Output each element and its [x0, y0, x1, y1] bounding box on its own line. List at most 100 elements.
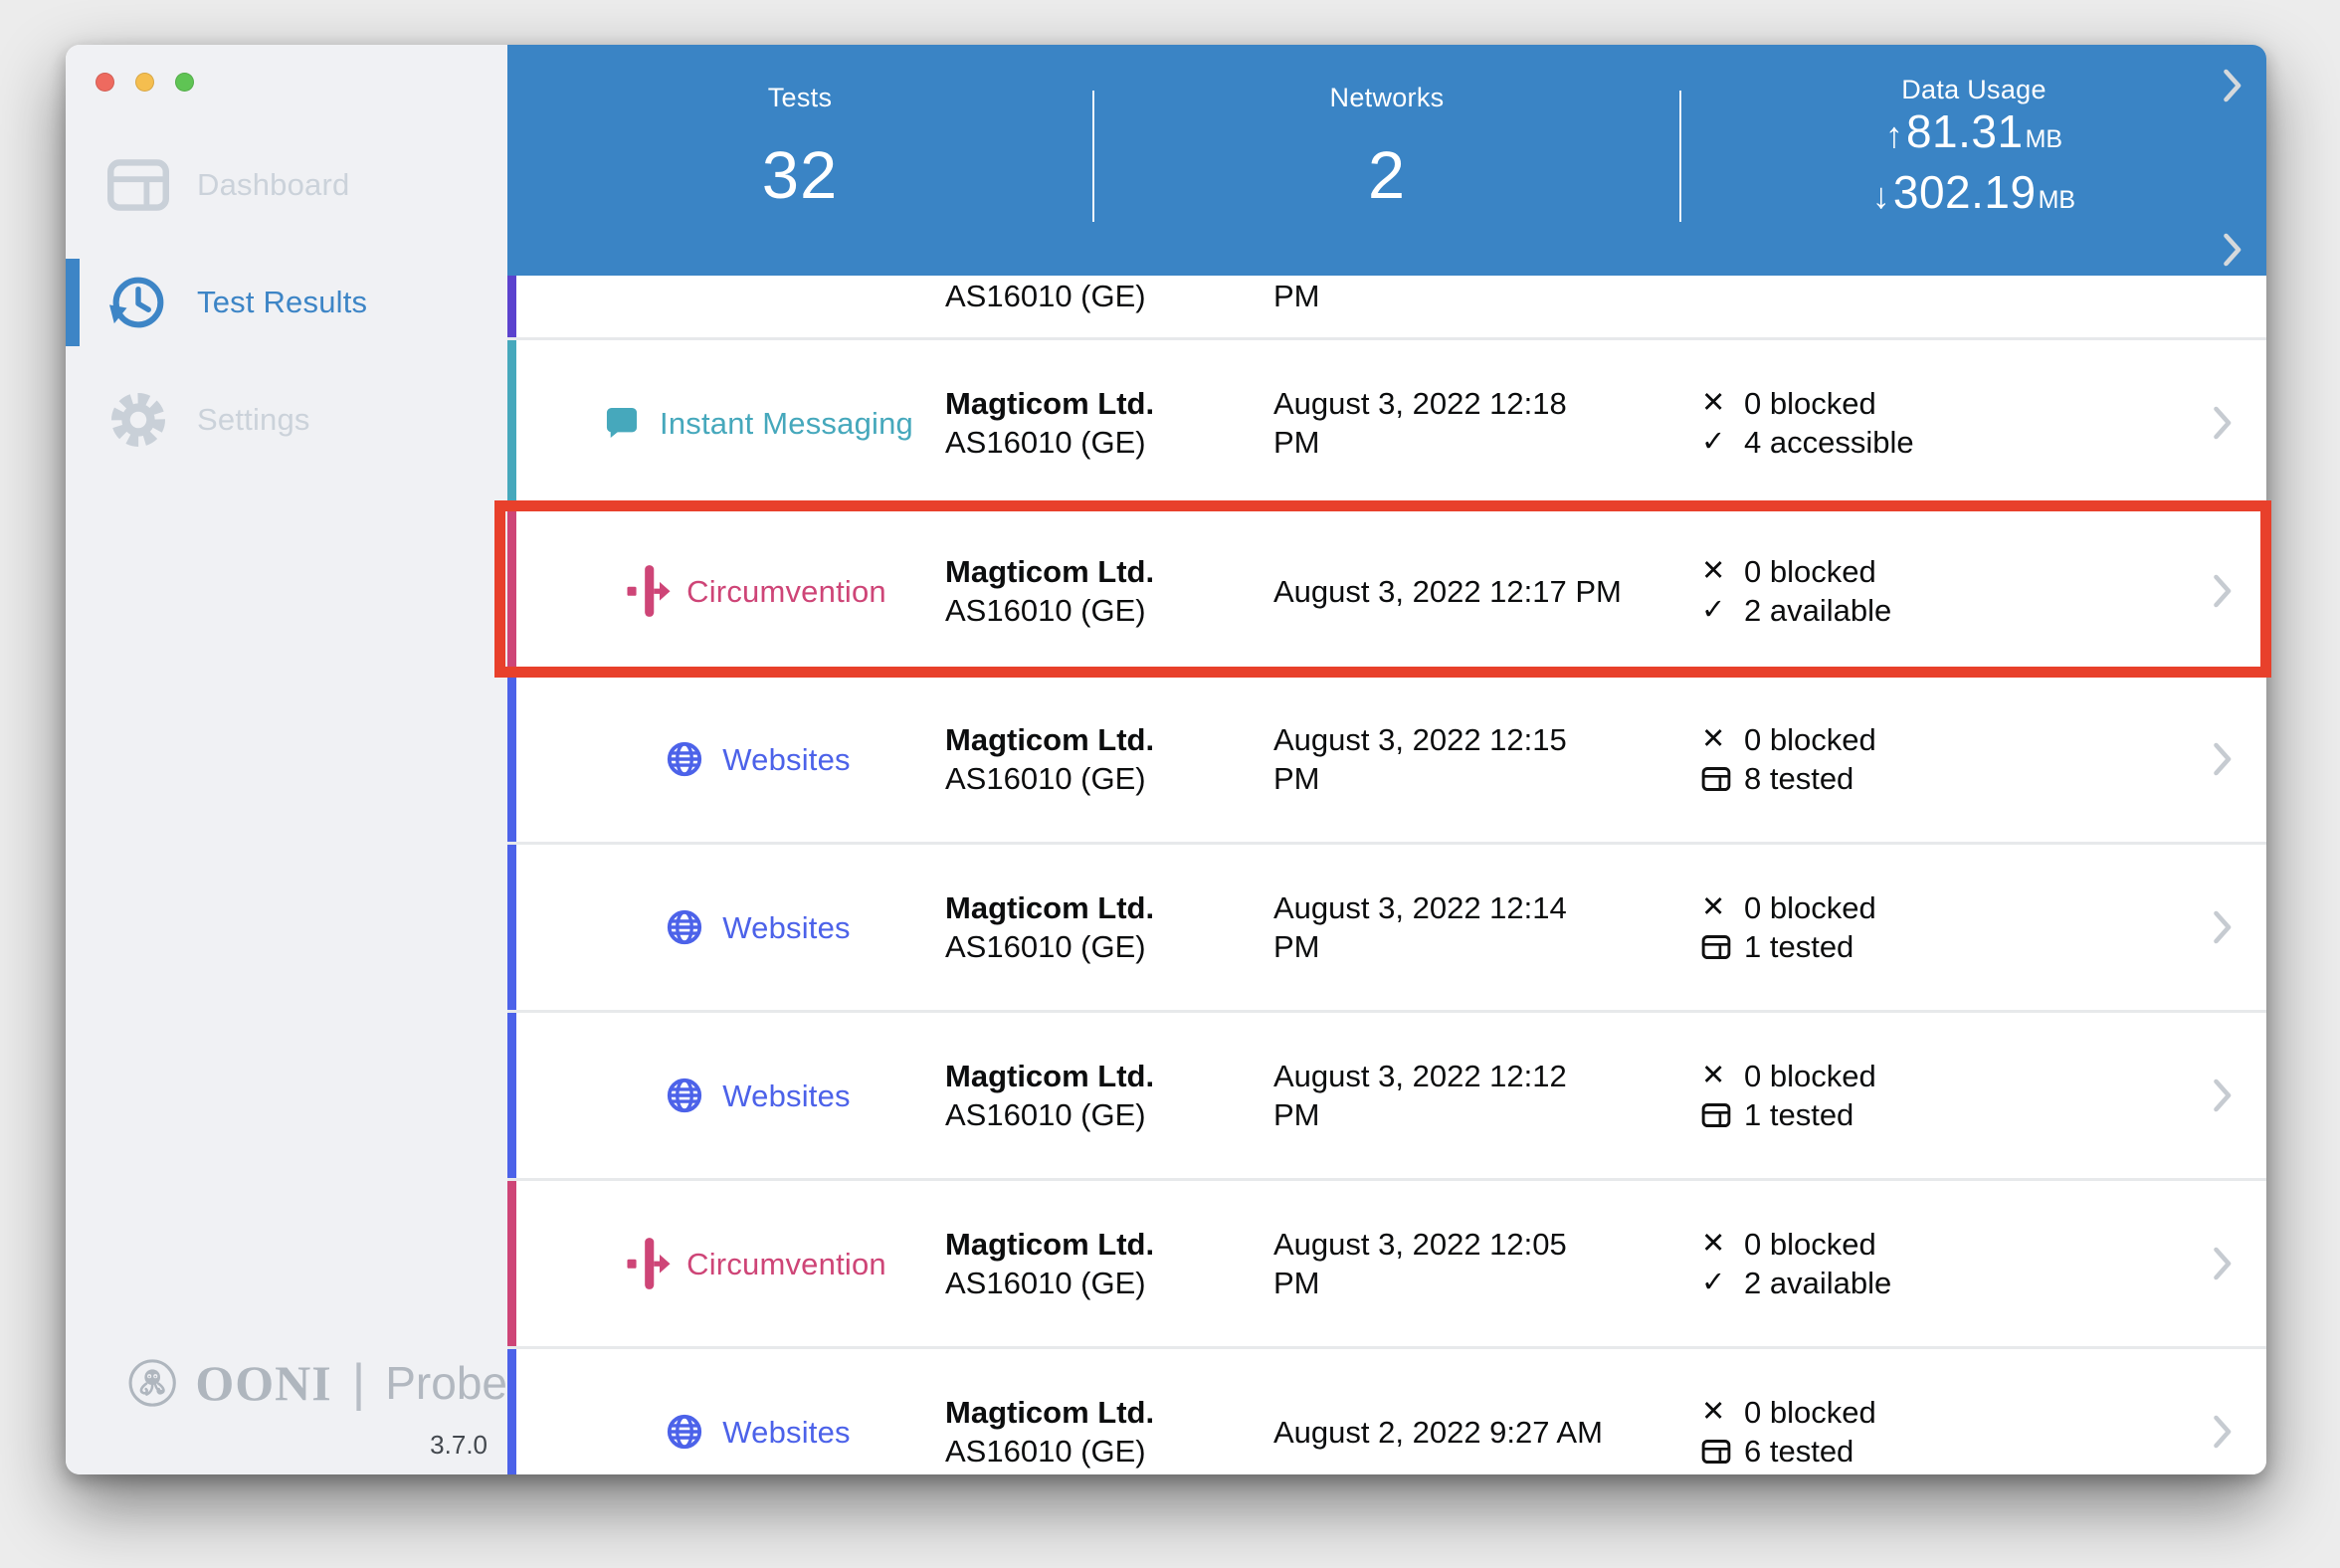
test-color-bar: [507, 508, 516, 674]
blocked-count: 0 blocked: [1744, 554, 1876, 589]
test-name: Instant Messaging: [660, 405, 913, 441]
sidebar-item-dashboard[interactable]: Dashboard: [66, 126, 507, 244]
test-color-bar: [507, 276, 516, 337]
test-date-line1: August 3, 2022 12:12: [1273, 1059, 1567, 1093]
sidebar-item-settings[interactable]: Settings: [66, 361, 507, 479]
tested-count-icon: [1701, 1440, 1733, 1464]
minimize-button[interactable]: [135, 73, 154, 92]
x-mark-icon: ✕: [1701, 1060, 1726, 1091]
test-result-row[interactable]: AS16010 (GE) PM: [507, 276, 2266, 337]
test-result-row[interactable]: Websites Magticom Ltd. AS16010 (GE) Augu…: [507, 677, 2266, 842]
test-color-bar: [507, 1349, 516, 1474]
tested-count-icon: [1701, 935, 1733, 959]
sidebar-item-label: Dashboard: [197, 167, 350, 202]
active-indicator: [66, 259, 80, 346]
app-version: 3.7.0: [430, 1430, 488, 1460]
ooni-octopus-icon: [127, 1348, 177, 1418]
test-date-line2: PM: [1273, 1097, 1320, 1132]
network-asn: AS16010 (GE): [945, 929, 1146, 964]
download-arrow-icon: ↓: [1871, 175, 1890, 216]
test-date-line1: August 3, 2022 12:17 PM: [1273, 573, 1622, 609]
network-name: Magticom Ltd.: [945, 890, 1155, 925]
stat-networks: Networks 2: [1094, 45, 1679, 276]
stat-label: Data Usage: [1901, 75, 2047, 104]
blocked-count: 0 blocked: [1744, 890, 1876, 925]
network-asn: AS16010 (GE): [945, 1266, 1146, 1300]
chevron-right-icon: [2213, 1413, 2233, 1451]
test-result-row[interactable]: Websites Magticom Ltd. AS16010 (GE) Augu…: [507, 845, 2266, 1010]
network-asn: AS16010 (GE): [945, 1434, 1146, 1469]
test-name: Websites: [722, 1414, 851, 1450]
tested-count-icon: [1701, 767, 1733, 791]
network-asn: AS16010 (GE): [945, 1097, 1146, 1132]
download-unit: MB: [2038, 186, 2076, 214]
app-window: Dashboard Test Results Settings: [66, 45, 2266, 1474]
test-result-row[interactable]: Circumvention Magticom Ltd. AS16010 (GE)…: [507, 508, 2266, 674]
circumvention-icon: [625, 564, 673, 618]
network-name: Magticom Ltd.: [945, 1059, 1155, 1093]
blocked-count: 0 blocked: [1744, 1395, 1876, 1430]
test-result-row[interactable]: Websites Magticom Ltd. AS16010 (GE) Augu…: [507, 1013, 2266, 1178]
summary-header[interactable]: Tests 32 Networks 2 Data Usage ↑ 81.31 M…: [507, 45, 2266, 276]
result-count: 8 tested: [1744, 761, 1854, 796]
chevron-right-icon: [2213, 404, 2233, 442]
result-count: 4 accessible: [1744, 425, 1914, 460]
x-mark-icon: ✕: [1701, 891, 1726, 923]
test-result-row[interactable]: Circumvention Magticom Ltd. AS16010 (GE)…: [507, 1181, 2266, 1346]
test-color-bar: [507, 1013, 516, 1178]
x-mark-icon: ✕: [1701, 387, 1726, 419]
stat-label: Networks: [1329, 83, 1445, 112]
test-name: Websites: [722, 741, 851, 777]
chevron-right-icon: [2213, 740, 2233, 778]
stat-label: Tests: [767, 83, 833, 112]
network-name: Magticom Ltd.: [945, 386, 1155, 421]
test-date-line2: PM: [1273, 1266, 1320, 1300]
upload-unit: MB: [2025, 125, 2063, 153]
test-name: Circumvention: [686, 1246, 886, 1281]
close-button[interactable]: [96, 73, 114, 92]
chevron-right-icon: [2213, 908, 2233, 946]
x-mark-icon: ✕: [1701, 1396, 1726, 1428]
network-asn: AS16010 (GE): [945, 593, 1146, 628]
network-name: Magticom Ltd.: [945, 722, 1155, 757]
zoom-button[interactable]: [175, 73, 194, 92]
app-logo: OONI | Probe 3.7.0: [127, 1348, 507, 1461]
blocked-count: 0 blocked: [1744, 1059, 1876, 1093]
chevron-right-icon: [2213, 1245, 2233, 1282]
test-color-bar: [507, 845, 516, 1010]
result-count: 1 tested: [1744, 1097, 1854, 1132]
stat-tests: Tests 32: [507, 45, 1092, 276]
x-mark-icon: ✕: [1701, 1228, 1726, 1260]
x-mark-icon: ✕: [1701, 555, 1726, 587]
stat-data-usage: Data Usage ↑ 81.31 MB ↓ 302.19 MB: [1681, 45, 2266, 276]
test-name: Websites: [722, 909, 851, 945]
test-result-row[interactable]: Websites Magticom Ltd. AS16010 (GE) Augu…: [507, 1349, 2266, 1474]
chevron-right-icon[interactable]: [2223, 67, 2242, 104]
tested-count-icon: [1701, 1103, 1733, 1127]
test-date-line2: PM: [1273, 425, 1320, 460]
stat-value: 32: [761, 138, 839, 213]
network-asn: AS16010 (GE): [945, 279, 1146, 313]
result-count: 2 available: [1744, 1266, 1892, 1300]
result-count: 6 tested: [1744, 1434, 1854, 1469]
test-result-row[interactable]: Instant Messaging Magticom Ltd. AS16010 …: [507, 340, 2266, 505]
test-date-line1: August 2, 2022 9:27 AM: [1273, 1414, 1603, 1450]
sidebar-item-test-results[interactable]: Test Results: [66, 244, 507, 361]
brand-name: OONI: [195, 1355, 332, 1411]
sidebar-nav: Dashboard Test Results Settings: [66, 126, 507, 479]
chat-icon: [598, 407, 646, 439]
circumvention-icon: [625, 1237, 673, 1290]
network-asn: AS16010 (GE): [945, 761, 1146, 796]
sidebar-item-label: Test Results: [197, 285, 368, 319]
x-mark-icon: ✕: [1701, 723, 1726, 755]
check-icon: ✓: [1701, 594, 1726, 626]
header-divider: [1679, 91, 1681, 222]
stat-value: 2: [1367, 138, 1407, 213]
blocked-count: 0 blocked: [1744, 386, 1876, 421]
network-name: Magticom Ltd.: [945, 1227, 1155, 1262]
check-icon: ✓: [1701, 1267, 1726, 1298]
test-name: Websites: [722, 1078, 851, 1113]
results-list: AS16010 (GE) PM Instant Messaging: [507, 276, 2266, 1474]
blocked-count: 0 blocked: [1744, 1227, 1876, 1262]
test-date-line2: PM: [1273, 929, 1320, 964]
